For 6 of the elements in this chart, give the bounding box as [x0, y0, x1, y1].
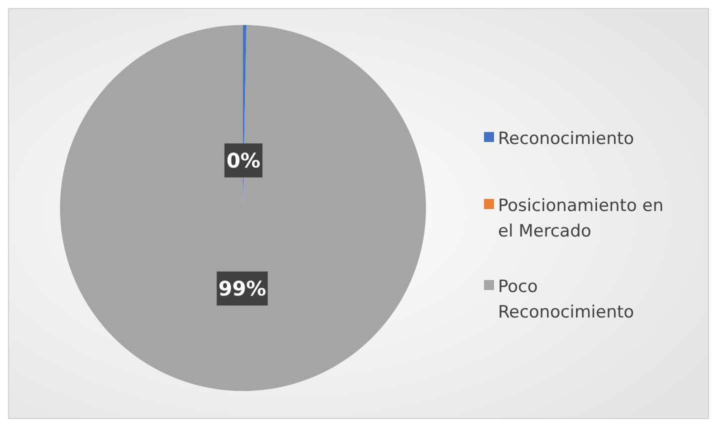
data-label: 0%: [226, 148, 260, 172]
data-label: 99%: [218, 276, 266, 301]
legend-label: Reconocimiento: [498, 128, 634, 149]
pie-slice: [60, 25, 426, 391]
legend-label: Posicionamiento en el Mercado: [498, 196, 664, 242]
legend-label: Poco Reconocimiento: [498, 276, 634, 322]
